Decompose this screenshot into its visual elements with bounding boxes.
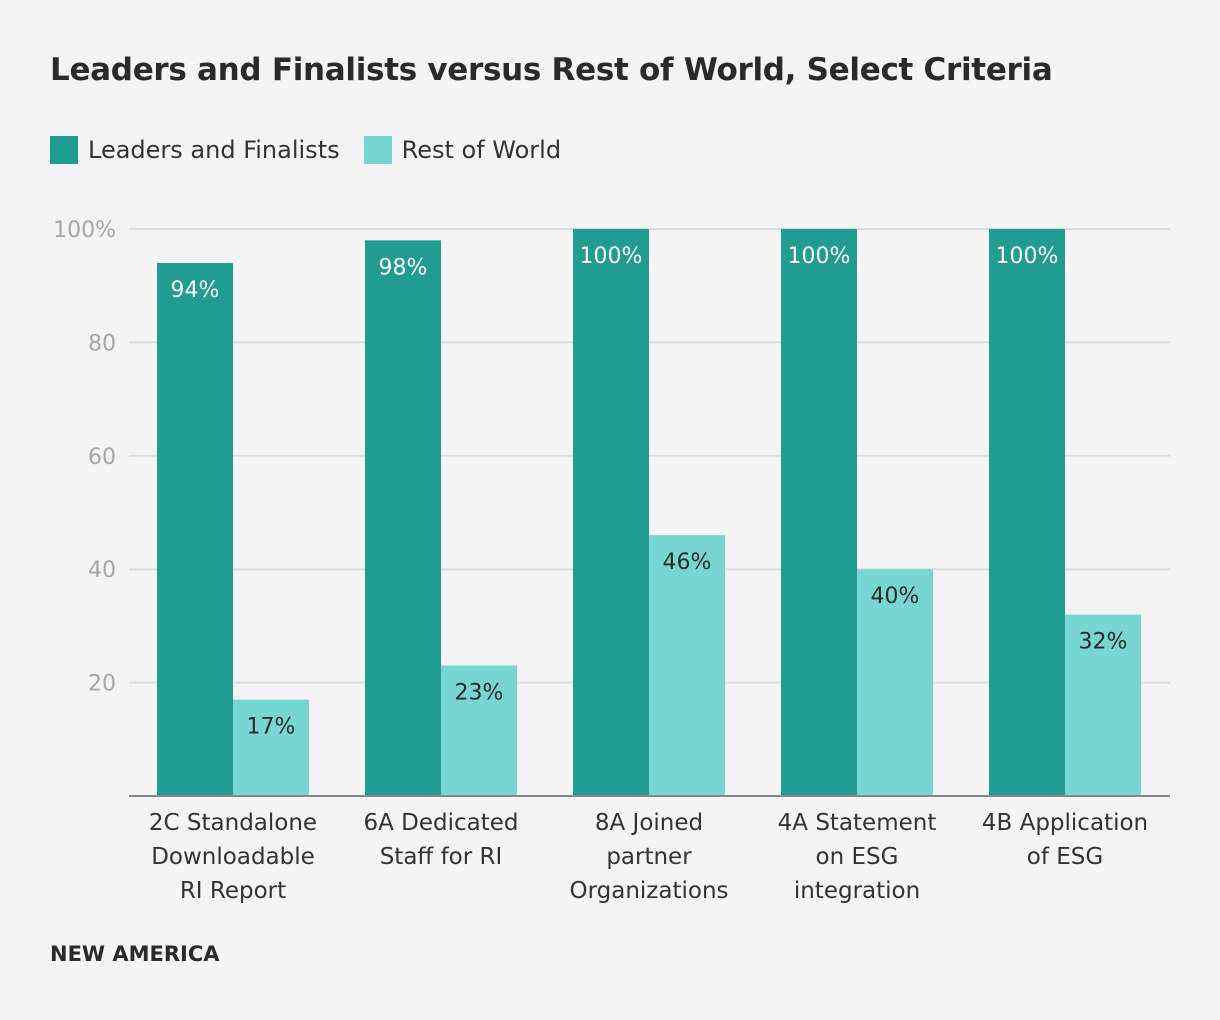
- x-tick-label: Downloadable: [151, 844, 315, 870]
- data-label: 46%: [663, 550, 712, 575]
- x-tick-label: partner: [606, 844, 692, 870]
- bar-rest: [1065, 614, 1141, 796]
- data-label: 100%: [996, 244, 1059, 269]
- legend-swatch-leaders: [50, 136, 78, 164]
- legend-label-rest: Rest of World: [401, 136, 562, 164]
- x-tick-label: Organizations: [569, 878, 728, 904]
- y-tick-label: 40: [88, 558, 116, 583]
- bar-leaders: [781, 229, 857, 796]
- x-tick-label: on ESG: [816, 844, 899, 870]
- legend-item-rest: Rest of World: [363, 136, 562, 164]
- data-label: 98%: [379, 255, 428, 280]
- data-label: 32%: [1079, 630, 1128, 655]
- data-label: 100%: [580, 244, 643, 269]
- y-tick-label: 60: [88, 445, 116, 470]
- bar-leaders: [365, 240, 441, 797]
- y-tick-label: 100%: [53, 218, 116, 243]
- x-tick-label: 6A Dedicated: [363, 810, 518, 836]
- x-tick-label: 8A Joined: [595, 810, 703, 836]
- bar-leaders: [573, 229, 649, 796]
- legend-item-leaders: Leaders and Finalists: [50, 136, 340, 164]
- bar-rest: [441, 665, 517, 796]
- data-label: 100%: [788, 244, 851, 269]
- x-tick-label: 4A Statement: [778, 810, 937, 836]
- data-label: 17%: [247, 715, 296, 740]
- bar-rest: [649, 535, 725, 796]
- data-label: 23%: [455, 681, 504, 706]
- bar-rest: [233, 699, 309, 796]
- footer-logo-text: NEW AMERICA: [50, 942, 220, 966]
- x-tick-label: Staff for RI: [380, 844, 503, 870]
- data-label: 94%: [171, 278, 220, 303]
- legend-label-leaders: Leaders and Finalists: [88, 136, 340, 164]
- x-tick-label: 2C Standalone: [149, 810, 317, 836]
- y-tick-label: 80: [88, 331, 116, 356]
- x-tick-label: integration: [794, 878, 920, 904]
- chart-title: Leaders and Finalists versus Rest of Wor…: [50, 52, 1053, 88]
- y-tick-label: 20: [88, 672, 116, 697]
- legend: Leaders and Finalists Rest of World: [50, 136, 585, 164]
- bar-leaders: [157, 263, 233, 796]
- x-tick-label: of ESG: [1027, 844, 1103, 870]
- legend-swatch-rest: [363, 136, 392, 164]
- bar-leaders: [989, 229, 1065, 796]
- bar-rest: [857, 569, 933, 796]
- x-tick-label: 4B Application: [982, 810, 1148, 836]
- data-label: 40%: [871, 584, 920, 609]
- x-tick-label: RI Report: [180, 878, 286, 904]
